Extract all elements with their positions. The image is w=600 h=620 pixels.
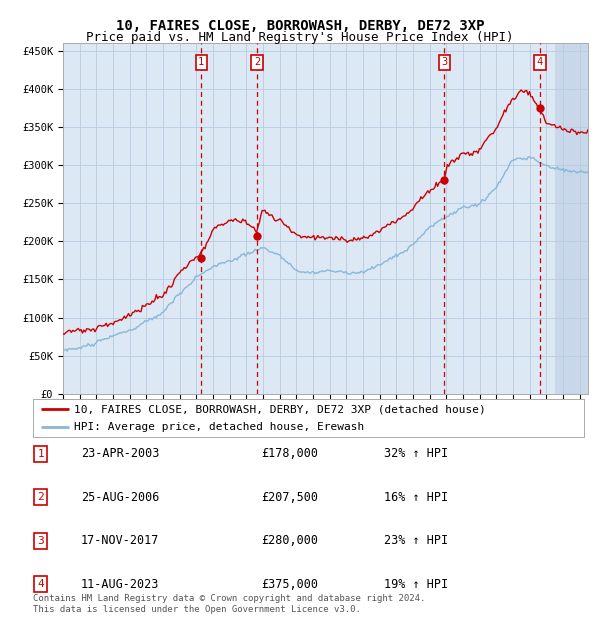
Text: Contains HM Land Registry data © Crown copyright and database right 2024.
This d: Contains HM Land Registry data © Crown c… [33, 595, 425, 614]
Text: 10, FAIRES CLOSE, BORROWASH, DERBY, DE72 3XP (detached house): 10, FAIRES CLOSE, BORROWASH, DERBY, DE72… [74, 404, 486, 414]
Text: £280,000: £280,000 [261, 534, 318, 547]
Text: £375,000: £375,000 [261, 578, 318, 590]
Text: 32% ↑ HPI: 32% ↑ HPI [384, 448, 448, 460]
Text: 3: 3 [441, 58, 448, 68]
Text: 10, FAIRES CLOSE, BORROWASH, DERBY, DE72 3XP: 10, FAIRES CLOSE, BORROWASH, DERBY, DE72… [116, 19, 484, 33]
Text: £207,500: £207,500 [261, 491, 318, 503]
Text: 23% ↑ HPI: 23% ↑ HPI [384, 534, 448, 547]
Text: 2: 2 [37, 492, 44, 502]
Text: 19% ↑ HPI: 19% ↑ HPI [384, 578, 448, 590]
Text: 1: 1 [37, 449, 44, 459]
Text: £178,000: £178,000 [261, 448, 318, 460]
Bar [554, 43, 596, 394]
Text: 3: 3 [37, 536, 44, 546]
Text: 1: 1 [198, 58, 205, 68]
Text: 4: 4 [37, 579, 44, 589]
Text: 25-AUG-2006: 25-AUG-2006 [81, 491, 160, 503]
Text: 4: 4 [537, 58, 543, 68]
Text: HPI: Average price, detached house, Erewash: HPI: Average price, detached house, Erew… [74, 422, 365, 433]
Text: 23-APR-2003: 23-APR-2003 [81, 448, 160, 460]
Text: 17-NOV-2017: 17-NOV-2017 [81, 534, 160, 547]
Text: Price paid vs. HM Land Registry's House Price Index (HPI): Price paid vs. HM Land Registry's House … [86, 31, 514, 44]
Text: 16% ↑ HPI: 16% ↑ HPI [384, 491, 448, 503]
Text: 11-AUG-2023: 11-AUG-2023 [81, 578, 160, 590]
Text: 2: 2 [254, 58, 260, 68]
